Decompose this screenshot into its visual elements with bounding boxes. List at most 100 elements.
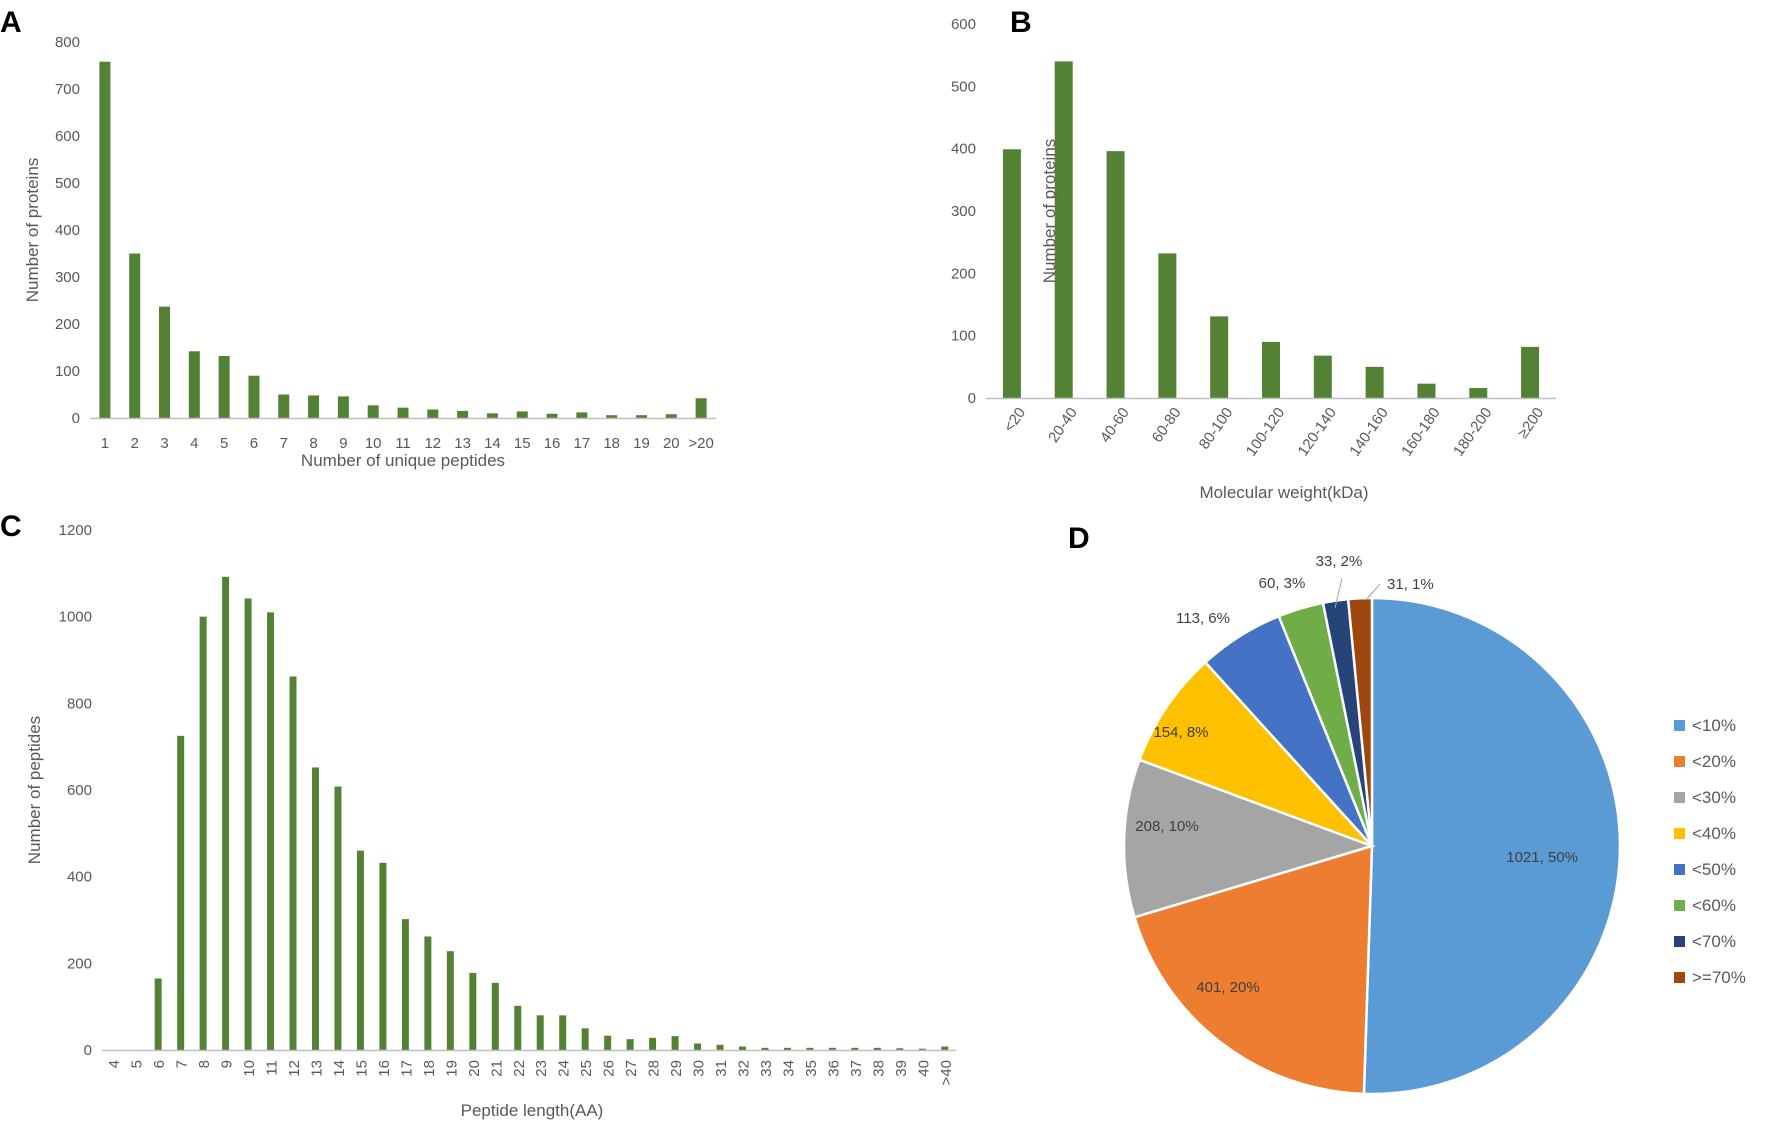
chart-a-bar	[278, 394, 290, 418]
chart-a-bar	[188, 351, 200, 418]
chart-c-ytick: 800	[67, 695, 92, 712]
chart-a-bar	[635, 415, 647, 418]
chart-a-bar	[427, 409, 439, 418]
pie-slice-label: 401, 20%	[1196, 979, 1259, 996]
chart-c-bar	[154, 978, 162, 1050]
panel-letter-a: A	[0, 6, 22, 39]
chart-a-xtick: 9	[339, 435, 347, 452]
chart-a-xtick: 16	[544, 435, 561, 452]
chart-a-bar	[337, 396, 349, 418]
chart-a-xtick: 19	[633, 435, 650, 452]
chart-c-bar	[469, 972, 477, 1050]
chart-a-bar	[159, 306, 171, 418]
chart-a-bar	[576, 412, 588, 418]
chart-b-xtick: 140-160	[1346, 405, 1392, 460]
legend-swatch	[1674, 828, 1685, 839]
legend-swatch	[1674, 756, 1685, 767]
chart-c-bar	[694, 1043, 702, 1050]
chart-c-bar	[941, 1046, 949, 1050]
chart-c-xtick: 5	[129, 1060, 146, 1068]
chart-a-xtick: 17	[574, 435, 591, 452]
chart-c-xtick: 32	[736, 1060, 753, 1077]
chart-c-xtick: 31	[713, 1060, 730, 1077]
chart-c-bar	[783, 1047, 791, 1050]
chart-c-xtick: 22	[511, 1060, 528, 1077]
pie-slice-label: 31, 1%	[1387, 576, 1434, 593]
legend-label: <50%	[1692, 860, 1736, 879]
chart-c-xtick: 21	[488, 1060, 505, 1077]
chart-c-bar	[851, 1047, 859, 1050]
pie-slice	[1346, 596, 1374, 847]
chart-b-xtick: 60-80	[1149, 405, 1185, 446]
chart-a-ytick: 400	[55, 222, 80, 239]
chart-c-xlabel: Peptide length(AA)	[461, 1101, 604, 1120]
chart-c-xtick: 17	[398, 1060, 415, 1077]
pie-slice	[1362, 596, 1622, 1096]
chart-c-xtick: 15	[353, 1060, 370, 1077]
pie-slice-label: 60, 3%	[1259, 575, 1306, 592]
chart-c-xtick: 8	[196, 1060, 213, 1068]
chart-c-xtick: 36	[825, 1060, 842, 1077]
chart-c-xtick: 9	[219, 1060, 236, 1068]
chart-c-xtick: 28	[646, 1060, 663, 1077]
chart-c-xtick: 11	[264, 1060, 281, 1076]
chart-a-bar	[129, 253, 141, 418]
chart-c-bar	[289, 676, 297, 1050]
chart-a-bar	[665, 414, 677, 418]
chart-c-xtick: 29	[668, 1060, 685, 1077]
chart-c-bar	[379, 862, 387, 1050]
pie-leader-line	[1334, 577, 1343, 609]
pie-slice-label: 113, 6%	[1176, 610, 1230, 627]
chart-d-coverage-pie: 1021, 50% 401, 20% 208, 10% 154, 8% 113, 6% 6…	[1122, 553, 1746, 1096]
chart-c-xtick: 6	[151, 1060, 168, 1068]
chart-c-bar	[671, 1036, 679, 1050]
chart-c-bar	[626, 1039, 634, 1050]
chart-a-ytick: 100	[55, 363, 80, 380]
legend-label: <60%	[1692, 896, 1736, 915]
chart-a-xtick: >20	[688, 435, 713, 452]
chart-b-bar	[1469, 388, 1488, 398]
chart-c-xtick: 37	[848, 1060, 865, 1077]
chart-a-ytick: 600	[55, 128, 80, 145]
chart-c-bar	[222, 576, 230, 1050]
chart-c-xtick: 4	[106, 1060, 123, 1068]
chart-a-xtick: 6	[250, 435, 258, 452]
panel-letter-b: B	[1010, 6, 1032, 39]
chart-a-bar	[695, 398, 707, 418]
chart-c-bar	[514, 1005, 522, 1050]
chart-c-xtick: 26	[601, 1060, 618, 1077]
chart-c-bar	[312, 767, 319, 1050]
chart-c-bar	[424, 936, 432, 1050]
chart-a-bar	[397, 407, 409, 418]
chart-a-xtick: 13	[454, 435, 471, 452]
panel-letter-c: C	[0, 510, 22, 543]
chart-b-xtick: ≥200	[1514, 405, 1547, 442]
chart-c-xtick: 24	[556, 1060, 573, 1077]
chart-a-bar	[99, 61, 111, 419]
chart-c-ytick: 400	[67, 869, 92, 886]
legend-swatch	[1674, 864, 1685, 875]
pie-slice	[1132, 844, 1374, 1096]
chart-c-bar	[873, 1047, 881, 1050]
chart-c-xtick: 39	[893, 1060, 910, 1077]
chart-c-xtick: 12	[286, 1060, 303, 1077]
chart-b-bar	[1158, 253, 1177, 398]
legend-label: <70%	[1692, 932, 1736, 951]
chart-b-bar	[1002, 149, 1021, 398]
chart-b-xtick: 120-140	[1295, 405, 1341, 460]
chart-c-bar	[918, 1048, 926, 1050]
chart-c-xtick: 38	[870, 1060, 887, 1077]
legend-label: <40%	[1692, 824, 1736, 843]
chart-a-xtick: 7	[280, 435, 288, 452]
legend-swatch	[1674, 936, 1685, 947]
chart-a-bar	[248, 375, 260, 418]
chart-c-xtick: 33	[758, 1060, 775, 1077]
panel-letter-d: D	[1068, 522, 1090, 555]
chart-b-bar	[1106, 151, 1125, 398]
chart-a-bar	[367, 405, 379, 418]
chart-b-bar	[1521, 346, 1540, 398]
chart-b-xtick: 180-200	[1450, 405, 1496, 460]
chart-a-xtick: 11	[395, 435, 411, 452]
chart-a-ytick: 300	[55, 269, 80, 286]
chart-a-bar	[606, 415, 618, 418]
